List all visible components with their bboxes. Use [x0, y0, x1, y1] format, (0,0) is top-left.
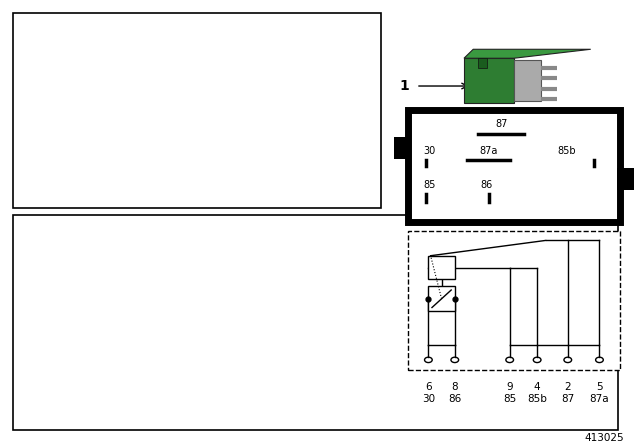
Polygon shape [464, 49, 591, 58]
Text: 85: 85 [423, 180, 435, 190]
Bar [408, 231, 620, 370]
Text: 87a: 87a [479, 146, 498, 156]
Bar [514, 60, 541, 101]
Text: 87: 87 [495, 119, 508, 129]
Bar [394, 137, 411, 159]
Text: 85: 85 [503, 394, 516, 404]
Text: 1: 1 [400, 79, 410, 93]
Text: 85b: 85b [527, 394, 547, 404]
Bar [428, 286, 455, 311]
Text: 86: 86 [480, 180, 492, 190]
Bar [13, 215, 618, 430]
Text: 4: 4 [534, 382, 540, 392]
Text: 8: 8 [451, 382, 458, 392]
Bar [428, 256, 455, 280]
Text: 87: 87 [561, 394, 575, 404]
Bar [464, 58, 514, 103]
Text: 5: 5 [596, 382, 603, 392]
Text: 6: 6 [425, 382, 432, 392]
Text: 30: 30 [422, 394, 435, 404]
Text: 86: 86 [448, 394, 461, 404]
Text: 85b: 85b [557, 146, 576, 156]
Text: 413025: 413025 [584, 433, 624, 443]
Text: 2: 2 [564, 382, 571, 392]
Bar [617, 168, 634, 190]
Text: 87a: 87a [589, 394, 609, 404]
Text: 9: 9 [506, 382, 513, 392]
Bar [478, 58, 487, 68]
Bar [13, 13, 381, 208]
Text: 30: 30 [423, 146, 435, 156]
Bar [408, 110, 620, 222]
